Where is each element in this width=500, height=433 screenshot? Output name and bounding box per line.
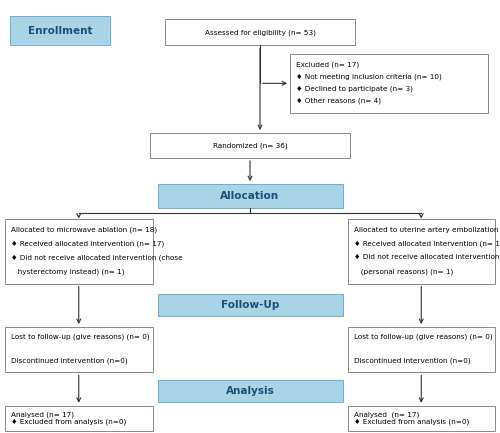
Text: Randomized (n= 36): Randomized (n= 36): [212, 142, 288, 149]
Text: ♦ Received allocated intervention (n= 17): ♦ Received allocated intervention (n= 17…: [11, 240, 164, 247]
Text: Analysis: Analysis: [226, 386, 274, 396]
FancyBboxPatch shape: [5, 406, 152, 431]
FancyBboxPatch shape: [5, 327, 152, 372]
Text: hysterectomy instead) (n= 1): hysterectomy instead) (n= 1): [11, 268, 124, 275]
FancyBboxPatch shape: [150, 133, 350, 158]
FancyBboxPatch shape: [158, 294, 342, 316]
Text: ♦ Declined to participate (n= 3): ♦ Declined to participate (n= 3): [296, 86, 413, 92]
Text: Discontinued intervention (n=0): Discontinued intervention (n=0): [11, 358, 128, 364]
FancyBboxPatch shape: [158, 184, 342, 208]
Text: Lost to follow-up (give reasons) (n= 0): Lost to follow-up (give reasons) (n= 0): [354, 334, 492, 340]
Text: Enrollment: Enrollment: [28, 26, 92, 36]
FancyBboxPatch shape: [348, 327, 495, 372]
Text: Allocated to uterine artery embolization (n=18): Allocated to uterine artery embolization…: [354, 226, 500, 233]
Text: ♦ Excluded from analysis (n=0): ♦ Excluded from analysis (n=0): [11, 418, 126, 425]
FancyBboxPatch shape: [290, 54, 488, 113]
Text: Assessed for eligibility (n= 53): Assessed for eligibility (n= 53): [204, 29, 316, 36]
Text: (personal reasons) (n= 1): (personal reasons) (n= 1): [354, 268, 453, 275]
Text: Allocated to microwave ablation (n= 18): Allocated to microwave ablation (n= 18): [11, 226, 157, 233]
FancyBboxPatch shape: [10, 16, 110, 45]
Text: Lost to follow-up (give reasons) (n= 0): Lost to follow-up (give reasons) (n= 0): [11, 334, 149, 340]
FancyBboxPatch shape: [5, 219, 152, 284]
Text: Follow-Up: Follow-Up: [221, 300, 279, 310]
Text: Analysed  (n= 17): Analysed (n= 17): [354, 411, 419, 417]
FancyBboxPatch shape: [158, 380, 342, 402]
Text: Excluded (n= 17): Excluded (n= 17): [296, 61, 359, 68]
Text: Allocation: Allocation: [220, 191, 280, 201]
Text: ♦ Other reasons (n= 4): ♦ Other reasons (n= 4): [296, 98, 381, 104]
Text: ♦ Did not receive allocated intervention (chose: ♦ Did not receive allocated intervention…: [11, 254, 182, 261]
Text: ♦ Did not receive allocated intervention: ♦ Did not receive allocated intervention: [354, 255, 499, 261]
Text: ♦ Excluded from analysis (n=0): ♦ Excluded from analysis (n=0): [354, 418, 469, 425]
Text: Discontinued intervention (n=0): Discontinued intervention (n=0): [354, 358, 470, 364]
Text: ♦ Not meeting inclusion criteria (n= 10): ♦ Not meeting inclusion criteria (n= 10): [296, 73, 442, 80]
Text: ♦ Received allocated intervention (n= 17): ♦ Received allocated intervention (n= 17…: [354, 240, 500, 247]
Text: Analysed (n= 17): Analysed (n= 17): [11, 411, 74, 417]
FancyBboxPatch shape: [165, 19, 355, 45]
FancyBboxPatch shape: [348, 219, 495, 284]
FancyBboxPatch shape: [348, 406, 495, 431]
